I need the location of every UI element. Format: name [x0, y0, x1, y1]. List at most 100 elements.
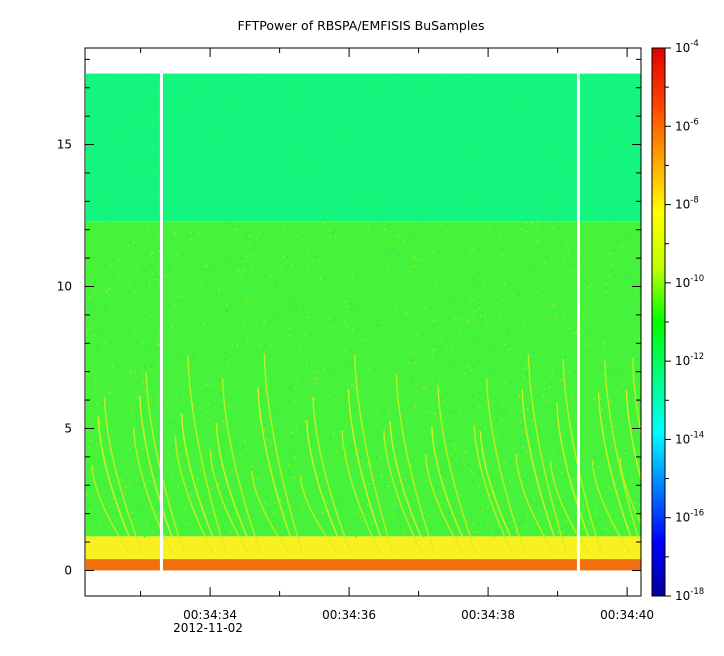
noise-speck [136, 460, 138, 463]
noise-speck [260, 390, 263, 393]
noise-speck [109, 505, 111, 508]
noise-speck [452, 349, 454, 352]
noise-speck [149, 174, 151, 177]
noise-speck [221, 154, 223, 156]
noise-speck [473, 169, 475, 172]
noise-speck [164, 432, 166, 435]
noise-speck [592, 270, 595, 272]
noise-speck [106, 133, 108, 136]
noise-speck [150, 254, 153, 256]
noise-speck [88, 299, 91, 301]
noise-speck [168, 269, 171, 272]
noise-speck [152, 252, 154, 255]
noise-speck [120, 206, 122, 208]
chorus-streak [591, 460, 632, 554]
noise-speck [148, 480, 151, 482]
noise-speck [426, 97, 428, 99]
noise-speck [436, 250, 439, 252]
noise-speck [423, 515, 425, 517]
noise-speck [132, 355, 134, 358]
noise-speck [409, 316, 411, 318]
noise-speck [118, 299, 121, 301]
noise-speck [526, 516, 529, 518]
noise-speck [397, 235, 400, 237]
chorus-streak [347, 389, 388, 554]
noise-speck [182, 486, 185, 488]
noise-speck [186, 154, 189, 157]
noise-speck [518, 522, 521, 525]
noise-speck [614, 426, 616, 428]
noise-speck [624, 233, 627, 236]
noise-speck [407, 345, 410, 348]
noise-speck [497, 366, 499, 368]
noise-speck [185, 331, 187, 333]
noise-speck [515, 395, 517, 397]
noise-speck [188, 167, 190, 169]
noise-speck [207, 418, 209, 421]
noise-speck [238, 213, 241, 216]
noise-speck [581, 313, 584, 316]
noise-speck [417, 259, 420, 261]
noise-speck [261, 417, 264, 420]
noise-speck [326, 84, 328, 87]
noise-speck [388, 223, 391, 226]
noise-speck [377, 464, 379, 466]
noise-speck [293, 253, 296, 255]
noise-speck [134, 333, 136, 335]
noise-speck [516, 319, 519, 321]
noise-speck [549, 146, 551, 149]
noise-speck [222, 526, 224, 528]
noise-speck [608, 486, 610, 489]
noise-speck [287, 265, 289, 267]
noise-speck [595, 114, 598, 116]
noise-speck [101, 178, 103, 180]
noise-speck [596, 423, 598, 426]
noise-speck [130, 370, 133, 372]
noise-speck [429, 352, 431, 354]
noise-speck [157, 399, 159, 401]
noise-speck [402, 494, 405, 497]
noise-speck [443, 400, 445, 402]
noise-speck [512, 408, 514, 410]
noise-speck [497, 529, 500, 532]
noise-speck [275, 155, 277, 157]
noise-speck [474, 310, 477, 312]
noise-speck [604, 213, 607, 215]
noise-speck [635, 268, 638, 271]
noise-speck [405, 107, 408, 110]
noise-speck [171, 242, 173, 244]
noise-speck [474, 373, 477, 375]
noise-speck [173, 234, 176, 236]
noise-speck [179, 453, 181, 456]
noise-speck [392, 84, 394, 87]
noise-speck [436, 280, 439, 283]
noise-speck [242, 203, 244, 206]
noise-speck [529, 278, 532, 281]
noise-speck [610, 412, 613, 415]
noise-speck [266, 495, 268, 498]
noise-speck [347, 513, 350, 515]
noise-speck [416, 156, 418, 159]
noise-speck [252, 138, 254, 141]
noise-speck [542, 395, 545, 398]
noise-speck [489, 493, 491, 496]
noise-speck [515, 186, 517, 188]
noise-speck [191, 166, 193, 169]
noise-speck [498, 236, 501, 238]
noise-speck [551, 236, 554, 239]
noise-speck [238, 270, 240, 272]
noise-speck [118, 332, 121, 335]
noise-speck [544, 286, 546, 288]
noise-speck [329, 457, 332, 459]
noise-speck [98, 247, 101, 250]
noise-speck [526, 475, 528, 478]
noise-speck [538, 182, 540, 185]
noise-speck [471, 377, 474, 380]
noise-speck [386, 468, 389, 470]
noise-speck [464, 372, 467, 375]
noise-speck [119, 241, 121, 244]
noise-speck [238, 422, 240, 425]
noise-speck [257, 344, 260, 346]
chorus-streak [251, 470, 291, 554]
noise-speck [552, 76, 555, 79]
